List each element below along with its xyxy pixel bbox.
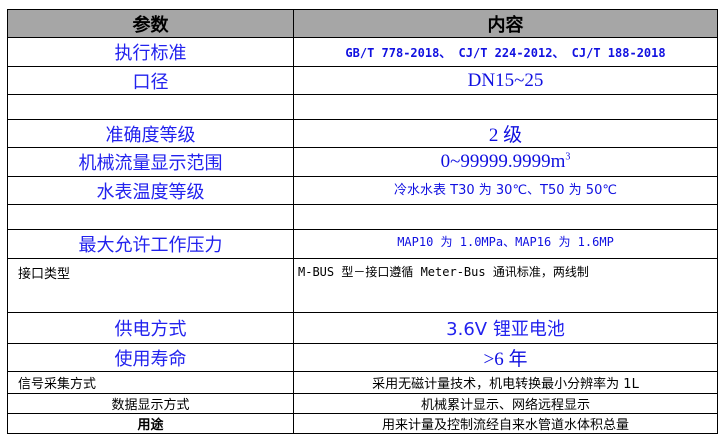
value-cell: MAP10 为 1.0MPa、MAP16 为 1.6MP xyxy=(293,229,718,259)
param-cell xyxy=(7,204,294,230)
param-cell: 信号采集方式 xyxy=(7,371,294,394)
param-cell: 水表温度等级 xyxy=(7,176,294,205)
table-row: 准确度等级 2 级 xyxy=(7,119,718,148)
table-row: 用途 用来计量及控制流经自来水管道水体积总量 xyxy=(7,413,718,434)
param-cell: 准确度等级 xyxy=(7,119,294,148)
value-cell xyxy=(293,94,718,120)
value-cell: 机械累计显示、网络远程显示 xyxy=(293,393,718,414)
value-cell: >6 年 xyxy=(293,343,718,372)
header-param: 参数 xyxy=(7,9,294,38)
table-row: 数据显示方式 机械累计显示、网络远程显示 xyxy=(7,393,718,414)
table-row: 机械流量显示范围 0~99999.9999m3 xyxy=(7,147,718,177)
table-row-empty xyxy=(7,94,718,120)
table-row: 水表温度等级 冷水水表 T30 为 30℃、T50 为 50℃ xyxy=(7,176,718,205)
table-row: 执行标准 GB/T 778-2018、 CJ/T 224-2012、 CJ/T … xyxy=(7,37,718,67)
table-header-row: 参数 内容 xyxy=(7,9,718,38)
param-cell: 用途 xyxy=(7,413,294,434)
value-cell: 采用无磁计量技术，机电转换最小分辨率为 1L xyxy=(293,371,718,394)
value-cell: DN15~25 xyxy=(293,66,718,95)
param-cell: 机械流量显示范围 xyxy=(7,147,294,177)
parameter-table: 参数 内容 执行标准 GB/T 778-2018、 CJ/T 224-2012、… xyxy=(7,9,718,434)
table-row: 接口类型 M-BUS 型－接口遵循 Meter-Bus 通讯标准，两线制 xyxy=(7,258,718,313)
table-row-empty xyxy=(7,204,718,230)
value-cell: 用来计量及控制流经自来水管道水体积总量 xyxy=(293,413,718,434)
param-cell: 执行标准 xyxy=(7,37,294,67)
table-row: 使用寿命 >6 年 xyxy=(7,343,718,372)
value-cell: GB/T 778-2018、 CJ/T 224-2012、 CJ/T 188-2… xyxy=(293,37,718,67)
param-cell: 最大允许工作压力 xyxy=(7,229,294,259)
value-text: 0~99999.9999m xyxy=(440,151,566,172)
param-cell: 口径 xyxy=(7,66,294,95)
header-value: 内容 xyxy=(293,9,718,38)
value-cell: 2 级 xyxy=(293,119,718,148)
param-cell: 使用寿命 xyxy=(7,343,294,372)
value-cell xyxy=(293,204,718,230)
table-row: 口径 DN15~25 xyxy=(7,66,718,95)
param-cell: 接口类型 xyxy=(7,258,294,313)
value-cell: 0~99999.9999m3 xyxy=(293,147,718,177)
value-cell: 冷水水表 T30 为 30℃、T50 为 50℃ xyxy=(293,176,718,205)
value-cell: 3.6V 锂亚电池 xyxy=(293,312,718,344)
param-cell xyxy=(7,94,294,120)
value-cell: M-BUS 型－接口遵循 Meter-Bus 通讯标准，两线制 xyxy=(293,258,718,313)
table-row: 最大允许工作压力 MAP10 为 1.0MPa、MAP16 为 1.6MP xyxy=(7,229,718,259)
value-superscript: 3 xyxy=(565,151,571,163)
param-cell: 供电方式 xyxy=(7,312,294,344)
table-row: 供电方式 3.6V 锂亚电池 xyxy=(7,312,718,344)
param-cell: 数据显示方式 xyxy=(7,393,294,414)
table-row: 信号采集方式 采用无磁计量技术，机电转换最小分辨率为 1L xyxy=(7,371,718,394)
